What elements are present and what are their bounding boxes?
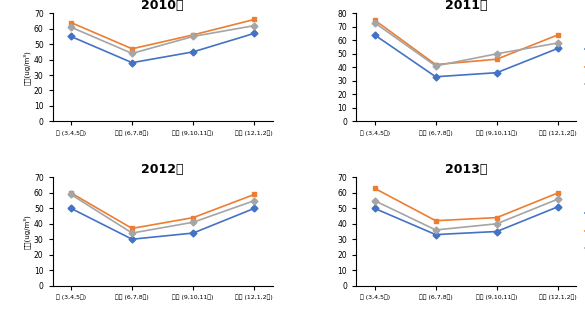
인천 <box>555 197 562 201</box>
인천 <box>67 193 74 197</box>
서울 <box>371 33 378 37</box>
경기 <box>129 226 136 230</box>
경기 <box>190 33 197 37</box>
경기 <box>432 63 439 67</box>
서울 <box>432 233 439 237</box>
서울 <box>190 50 197 54</box>
서울 <box>129 61 136 65</box>
Line: 인천: 인천 <box>68 23 257 56</box>
경기 <box>555 33 562 37</box>
경기 <box>129 47 136 51</box>
Line: 인천: 인천 <box>372 20 560 68</box>
경기 <box>493 57 500 61</box>
인천 <box>190 35 197 39</box>
경기 <box>67 191 74 195</box>
서울 <box>251 31 258 35</box>
서울 <box>371 207 378 210</box>
서울 <box>555 46 562 50</box>
경기 <box>251 18 258 22</box>
경기 <box>555 191 562 195</box>
Line: 서울: 서울 <box>68 206 257 242</box>
경기 <box>371 186 378 190</box>
Title: 2011년: 2011년 <box>445 0 487 12</box>
경기 <box>251 193 258 197</box>
경기 <box>67 21 74 25</box>
서울 <box>251 207 258 210</box>
경기 <box>432 219 439 223</box>
인천 <box>432 228 439 232</box>
인천 <box>493 52 500 56</box>
인천 <box>190 220 197 224</box>
서울 <box>555 205 562 209</box>
인천 <box>251 24 258 28</box>
Line: 서울: 서울 <box>372 33 560 79</box>
Line: 서울: 서울 <box>372 205 560 237</box>
서울 <box>129 237 136 241</box>
Title: 2010년: 2010년 <box>142 0 184 12</box>
Line: 경기: 경기 <box>68 191 257 231</box>
서울 <box>493 71 500 75</box>
경기 <box>190 215 197 219</box>
인천 <box>371 21 378 25</box>
서울 <box>493 229 500 233</box>
서울 <box>67 35 74 39</box>
서울 <box>67 207 74 210</box>
인천 <box>129 51 136 55</box>
Y-axis label: 농도(ug/m³): 농도(ug/m³) <box>23 214 31 249</box>
Line: 경기: 경기 <box>372 18 560 67</box>
인천 <box>67 25 74 29</box>
인천 <box>129 231 136 235</box>
경기 <box>493 215 500 219</box>
인천 <box>371 199 378 203</box>
인천 <box>493 222 500 226</box>
인천 <box>555 41 562 45</box>
서울 <box>190 231 197 235</box>
Line: 경기: 경기 <box>372 186 560 223</box>
인천 <box>432 64 439 68</box>
Title: 2013년: 2013년 <box>445 163 487 176</box>
Line: 인천: 인천 <box>68 192 257 235</box>
인천 <box>251 199 258 203</box>
경기 <box>371 18 378 22</box>
Line: 경기: 경기 <box>68 17 257 51</box>
Title: 2012년: 2012년 <box>142 163 184 176</box>
Line: 인천: 인천 <box>372 197 560 232</box>
Y-axis label: 농도(ug/m³): 농도(ug/m³) <box>23 50 31 85</box>
서울 <box>432 75 439 79</box>
Line: 서울: 서울 <box>68 31 257 65</box>
